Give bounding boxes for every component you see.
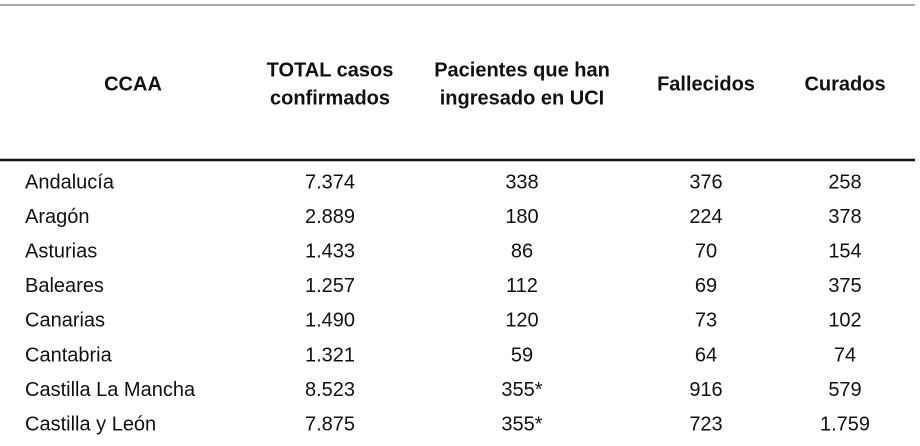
cell: 355*: [501, 379, 542, 401]
cell: 579: [828, 379, 861, 401]
row-label: Andalucía: [25, 171, 115, 193]
row-label: Cantabria: [25, 344, 113, 366]
cell: 2.889: [305, 206, 355, 228]
cell: 59: [511, 344, 533, 366]
cell: 86: [511, 240, 533, 262]
cell: 73: [695, 310, 717, 332]
cell: 1.490: [305, 310, 355, 332]
cell: 258: [828, 171, 861, 193]
row-label: Aragón: [25, 206, 90, 228]
row-label: Baleares: [25, 275, 104, 297]
cell: 224: [689, 206, 722, 228]
header-cell: TOTAL casos: [267, 59, 394, 81]
row-label: Castilla y León: [25, 413, 156, 435]
cell: 64: [695, 344, 717, 366]
header-cell: ingresado en UCI: [440, 87, 604, 109]
cell: 916: [689, 379, 722, 401]
cell: 376: [689, 171, 722, 193]
cell: 1.257: [305, 275, 355, 297]
cell: 180: [505, 206, 538, 228]
cell: 112: [506, 275, 538, 297]
cell: 338: [505, 171, 538, 193]
cell: 74: [834, 344, 856, 366]
cell: 1.759: [820, 413, 870, 435]
row-label: Canarias: [25, 310, 105, 332]
header-cell: Curados: [804, 73, 885, 95]
cell: 69: [695, 275, 717, 297]
row-label: Castilla La Mancha: [25, 379, 196, 401]
cell: 7.875: [305, 413, 355, 435]
cell: 70: [695, 240, 717, 262]
cell: 378: [828, 206, 861, 228]
cell: 375: [828, 275, 861, 297]
cell: 1.321: [305, 344, 355, 366]
header-cell: Pacientes que han: [434, 59, 610, 81]
cell: 1.433: [305, 240, 355, 262]
row-label: Asturias: [25, 240, 97, 262]
cell: 7.374: [305, 171, 355, 193]
cell: 120: [505, 310, 538, 332]
cell: 154: [828, 240, 861, 262]
cell: 355*: [501, 413, 542, 435]
cell: 8.523: [305, 379, 355, 401]
cell: 102: [828, 310, 861, 332]
cell: 723: [689, 413, 722, 435]
header-cell: CCAA: [104, 73, 162, 95]
header-cell: Fallecidos: [657, 73, 755, 95]
header-cell: confirmados: [270, 87, 390, 109]
